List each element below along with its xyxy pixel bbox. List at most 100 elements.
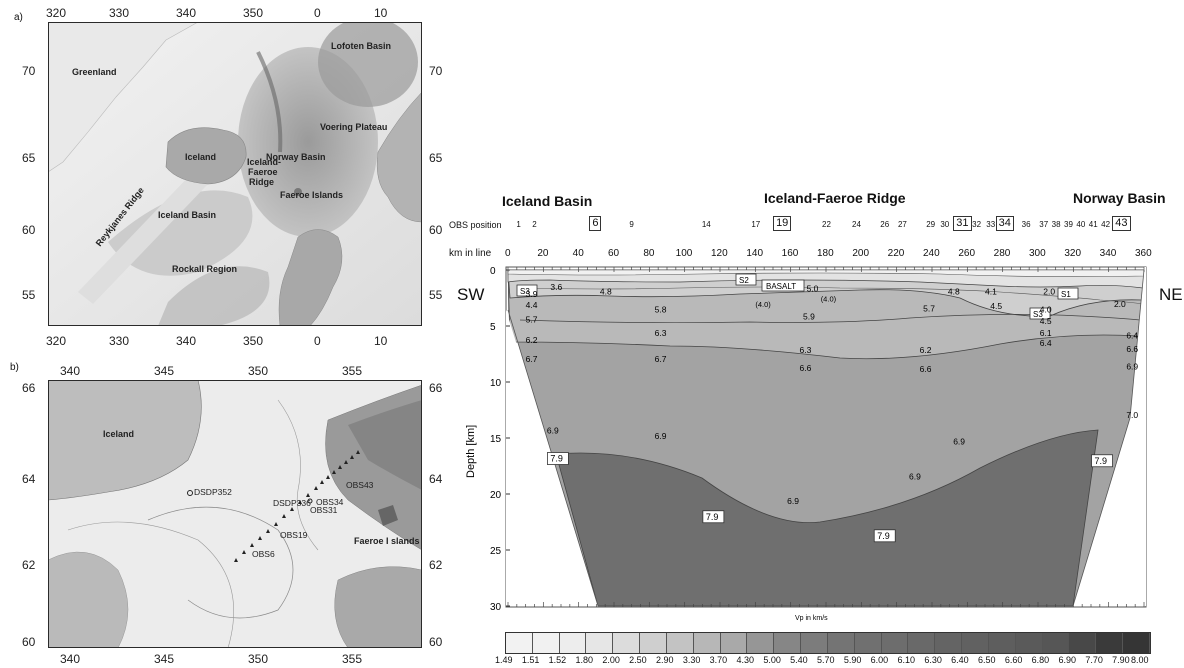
tick-label: 62: [429, 558, 443, 572]
label-iceland: Iceland: [103, 429, 134, 439]
colorbar-value: 6.40: [951, 655, 969, 665]
tick-label: 65: [429, 151, 443, 165]
box-basalt: BASALT: [766, 282, 796, 291]
depth-tick-label: 0: [490, 266, 496, 277]
velocity-label: 6.7: [655, 354, 667, 364]
colorbar-value: 6.10: [897, 655, 916, 665]
label-obs19: OBS19: [280, 530, 308, 540]
km-in-line-label: km in line: [449, 248, 492, 259]
tick-label: 350: [243, 334, 264, 348]
label-faeroe: Faeroe I slands: [354, 536, 420, 546]
km-tick-label: 220: [887, 248, 905, 259]
tick-label: 10: [374, 6, 388, 20]
label-voering: Voering Plateau: [320, 122, 387, 132]
velocity-label: 5.8: [655, 305, 667, 315]
tick-label: 65: [22, 151, 36, 165]
tick-label: 320: [46, 334, 67, 348]
label-dsdp352: DSDP352: [194, 487, 232, 497]
obs-position-26: 26: [880, 220, 890, 229]
colorbar-cell: [506, 633, 533, 653]
velocity-label: 6.6: [800, 363, 812, 373]
colorbar-value: 5.00: [763, 655, 781, 665]
tick-label: 345: [154, 652, 175, 666]
velocity-label: 6.9: [953, 437, 965, 447]
moho-label-box: [873, 529, 896, 543]
label-greenland: Greenland: [72, 67, 117, 77]
km-tick-label: 100: [675, 248, 693, 259]
velocity-label: 6.6: [1126, 344, 1138, 354]
colorbar-value: 6.50: [978, 655, 996, 665]
colorbar-cell: [1096, 633, 1124, 653]
depth-tick-label: 20: [490, 490, 502, 501]
rockall-deep: [158, 266, 270, 326]
obs-position-30: 30: [940, 220, 950, 229]
iceland-basin-deep: [108, 190, 253, 276]
top-layer-fill: [507, 269, 1145, 277]
label-obs6: OBS6: [252, 549, 275, 559]
colorbar-value: 1.51: [521, 655, 540, 665]
obs-position-9: 9: [629, 220, 634, 229]
region-ifr: Iceland-Faeroe Ridge: [764, 190, 906, 206]
depth-tick-label: 15: [490, 434, 502, 445]
label-rockall: Rockall Region: [172, 264, 237, 274]
colorbar-value: 7.70: [1085, 655, 1103, 665]
moho-velocity-label: 7.9: [1095, 456, 1108, 466]
obs-position-36: 36: [1021, 220, 1031, 229]
tick-label: 64: [429, 472, 443, 486]
colorbar-value: 5.40: [790, 655, 808, 665]
tick-label: 55: [429, 288, 443, 302]
obs-profile-markers: [234, 450, 360, 562]
velocity-label: (4.0): [755, 300, 771, 309]
km-tick-label: 0: [505, 248, 511, 259]
tick-label: 340: [176, 6, 197, 20]
tick-label: 0: [314, 334, 321, 348]
colorbar-cell: [801, 633, 828, 653]
km-tick-label: 140: [746, 248, 764, 259]
km-tick-label: 40: [572, 248, 584, 259]
km-tick-label: 300: [1029, 248, 1046, 259]
colorbar-cell: [586, 633, 614, 653]
sw-label: SW: [457, 285, 485, 304]
box-s2: S2: [739, 276, 749, 285]
obs-position-37: 37: [1039, 220, 1049, 229]
mid-contour-3: [277, 399, 319, 551]
colorbar-value: 6.00: [870, 655, 889, 665]
colorbar-value: 3.70: [709, 655, 728, 665]
colorbar-value: 1.49: [495, 655, 513, 665]
tick-label: 340: [60, 364, 81, 378]
obs-position-39: 39: [1064, 220, 1073, 229]
colorbar-value: 2.50: [629, 655, 647, 665]
detail-map: Iceland Faeroe I slands DSDP352 DSDP336 …: [48, 380, 422, 648]
tick-label: 340: [176, 334, 197, 348]
km-tick-label: 180: [817, 248, 834, 259]
colorbar-cell: [1123, 633, 1150, 653]
overview-map: Greenland Lofoten Basin Voering Plateau …: [48, 22, 422, 326]
km-tick-label: 260: [958, 248, 976, 259]
km-tick-label: 340: [1099, 248, 1117, 259]
tick-label: 60: [22, 635, 36, 649]
obs-position-22: 22: [822, 220, 831, 229]
colorbar-cell: [559, 633, 587, 653]
depth-tick-label: 25: [490, 546, 502, 557]
tick-label: 0: [314, 6, 321, 20]
km-tick-label: 20: [537, 248, 549, 259]
region-norway-basin: Norway Basin: [1073, 190, 1166, 206]
label-norway-basin: Norway Basin: [266, 152, 326, 162]
colorbar-labels: 1.49 1.51 1.52 1.80 2.00 2.50 2.90 3.30 3.70 4.30…: [495, 655, 1149, 667]
velocity-label: 6.1: [1040, 328, 1052, 338]
tick-label: 60: [429, 223, 443, 237]
colorbar-cell: [774, 633, 802, 653]
colorbar-value: 8.00: [1131, 655, 1149, 665]
velocity-label: 3.6: [550, 282, 562, 292]
label-ifr-1: Iceland-: [247, 157, 281, 167]
panel-a-letter: a): [14, 12, 23, 23]
dsdp336-marker: [307, 498, 313, 504]
velocity-label: 4.5: [990, 301, 1002, 311]
obs-position-43: 43: [1112, 216, 1131, 231]
obs-position-31: 31: [953, 216, 972, 231]
velocity-label: 5.0: [807, 283, 819, 293]
ne-label: NE: [1159, 285, 1183, 304]
britain-land: [278, 229, 343, 326]
colorbar-cell: [827, 633, 855, 653]
colorbar-value: 5.90: [843, 655, 862, 665]
